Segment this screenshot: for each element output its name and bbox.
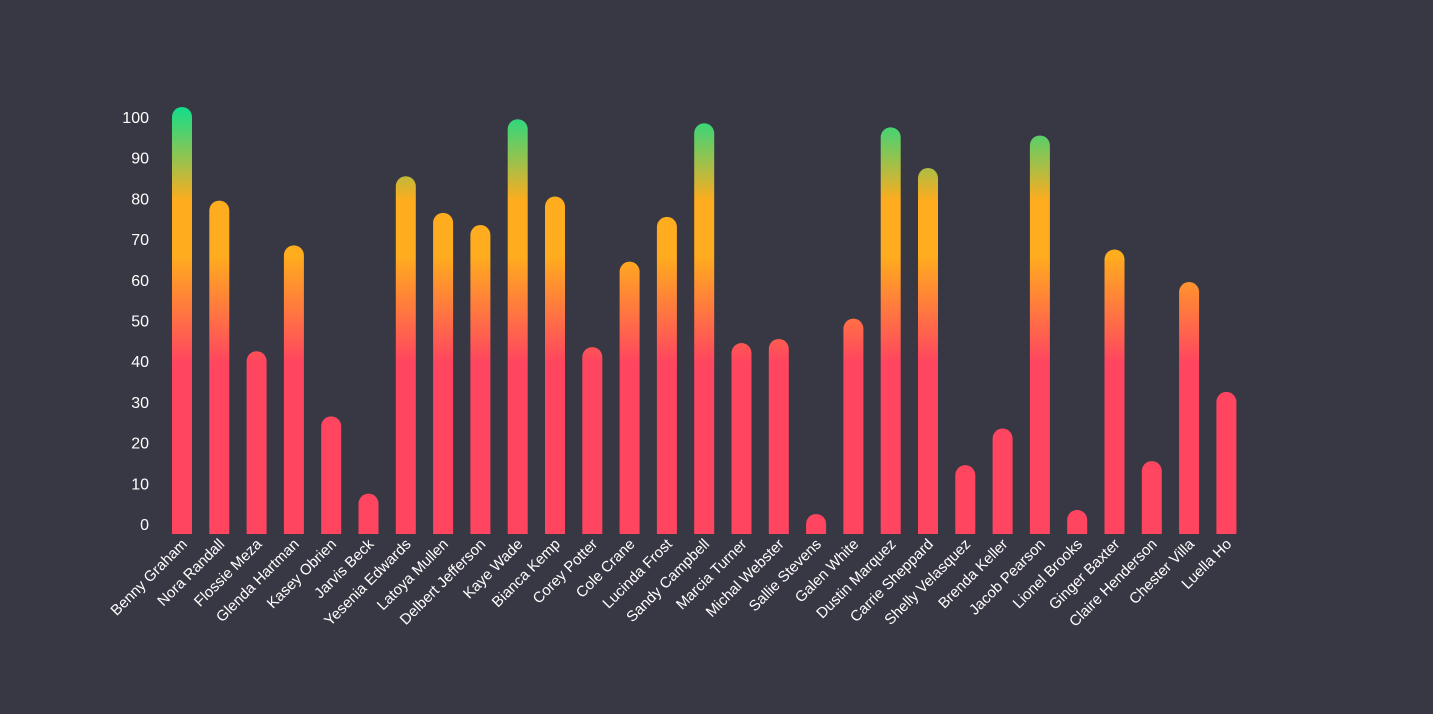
bar-base [433, 524, 454, 534]
y-tick-label: 90 [131, 151, 149, 168]
bars [172, 107, 1237, 535]
y-axis: 0 10 20 30 40 50 60 70 80 90 100 [122, 110, 149, 534]
bar-base [694, 524, 715, 534]
bar-base [619, 524, 640, 534]
bar [433, 212, 454, 534]
bar-base [209, 524, 230, 534]
bar [918, 168, 938, 535]
bar-base [880, 524, 901, 534]
bar-base [321, 524, 342, 534]
bar-base [806, 524, 827, 534]
bar-base [507, 524, 528, 534]
bar [209, 200, 230, 535]
bar-base [768, 524, 789, 534]
bar-base [918, 524, 938, 534]
bar-base [172, 524, 192, 534]
bar [321, 416, 342, 534]
bar [1141, 461, 1162, 534]
bar [1179, 282, 1200, 534]
y-tick-label: 80 [131, 191, 149, 208]
bar-base [992, 524, 1013, 534]
bar [582, 347, 603, 534]
y-tick-label: 40 [131, 354, 149, 371]
bar-base [955, 524, 976, 534]
bar [1216, 391, 1237, 534]
y-tick-label: 10 [131, 476, 149, 493]
bar-base [582, 524, 603, 534]
bar [731, 343, 752, 534]
bar [619, 261, 640, 534]
y-tick-label: 30 [131, 395, 149, 412]
bar [1104, 249, 1125, 534]
y-tick-label: 60 [131, 273, 149, 290]
bar [843, 318, 864, 534]
bar-base [731, 524, 752, 534]
bar [246, 351, 267, 534]
bar [768, 338, 789, 534]
bar-base [470, 524, 491, 534]
bar [955, 465, 976, 534]
bar [656, 216, 677, 534]
bar-base [1067, 524, 1088, 534]
bar-base [246, 524, 267, 534]
bar [395, 176, 416, 534]
bar-base [1104, 524, 1125, 534]
bar-base [545, 524, 565, 534]
y-tick-label: 50 [131, 314, 149, 331]
bar-base [358, 524, 379, 534]
bar [1029, 135, 1050, 535]
bar-base [1141, 524, 1162, 534]
bar-base [283, 524, 304, 534]
bar-base [843, 524, 864, 534]
bar-base [656, 524, 677, 534]
bar [283, 245, 304, 534]
y-tick-label: 0 [140, 517, 149, 534]
y-tick-label: 100 [122, 110, 149, 127]
bar [470, 225, 491, 534]
bar [507, 119, 528, 535]
bar-base [395, 524, 416, 534]
bar [992, 428, 1013, 534]
y-tick-label: 70 [131, 232, 149, 249]
bar [880, 127, 901, 534]
bar [172, 107, 192, 534]
bar-base [1179, 524, 1200, 534]
bar-base [1216, 524, 1237, 534]
y-tick-label: 20 [131, 436, 149, 453]
bar [694, 123, 715, 534]
bar-base [1029, 524, 1050, 534]
bar [545, 196, 565, 535]
bar [358, 493, 379, 534]
